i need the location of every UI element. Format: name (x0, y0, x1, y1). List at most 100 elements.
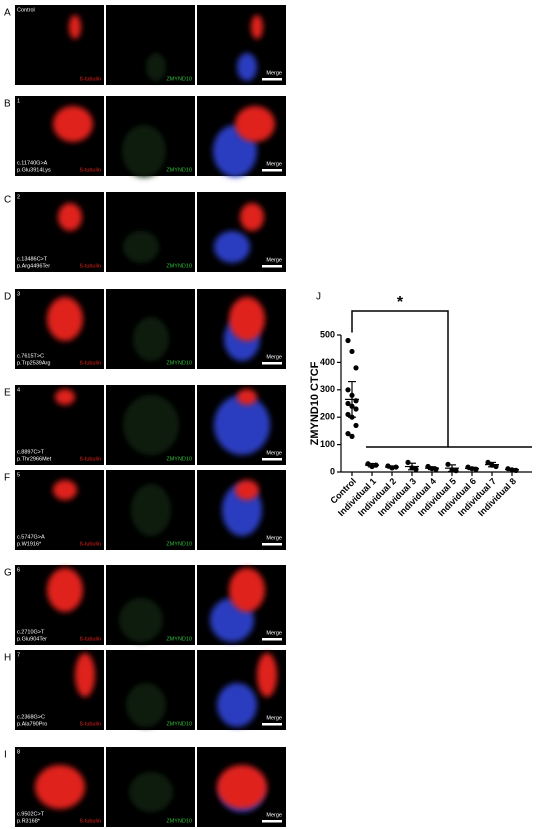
channel-label: ZMYND10 (166, 263, 192, 269)
tubulin-merge (235, 480, 259, 500)
panel-letter: H (4, 653, 11, 664)
data-point (345, 337, 351, 344)
data-point (353, 422, 359, 429)
significance-label: * (397, 294, 404, 311)
zmynd10-signal (131, 484, 171, 536)
channel-label: ß-tubulin (80, 263, 101, 269)
tubulin-signal (55, 389, 75, 405)
channel-label: Merge (266, 630, 282, 636)
tubulin-signal (35, 765, 85, 809)
zmynd10-signal (126, 683, 166, 727)
channel-label: ZMYND10 (166, 360, 192, 366)
channel-label: ß-tubulin (80, 456, 101, 462)
scale-bar (262, 265, 282, 268)
channel-label: ZMYND10 (166, 541, 192, 547)
scale-bar (262, 723, 282, 726)
data-point (349, 433, 355, 439)
tubulin-merge (237, 389, 257, 405)
variant-label: p.Trp2539Arg (17, 360, 50, 366)
panel-letter: B (4, 99, 11, 110)
channel-label: ß-tubulin (80, 636, 101, 642)
variant-label: p.Ala790Pro (17, 721, 47, 727)
channel-label: ZMYND10 (166, 456, 192, 462)
y-tick-label: 200 (320, 412, 335, 422)
tubulin-merge (235, 106, 275, 142)
scale-bar (262, 638, 282, 641)
data-point (349, 348, 355, 355)
variant-label: p.Glu904Ter (17, 636, 47, 642)
channel-label: Merge (266, 70, 282, 76)
sample-label: 4 (17, 387, 20, 393)
panel-letter: A (4, 8, 11, 19)
sample-label: 1 (17, 98, 20, 104)
y-tick-label: 400 (320, 357, 335, 367)
nucleus (214, 231, 250, 263)
panel-letter: C (4, 195, 11, 206)
sample-label: 6 (17, 567, 20, 573)
zmynd10-signal (123, 231, 159, 263)
scale-bar (262, 362, 282, 365)
nucleus (214, 395, 270, 455)
variant-label: p.W1916* (17, 541, 42, 547)
variant-label: c.8897C>T (17, 449, 45, 455)
channel-label: Merge (266, 535, 282, 541)
channel-label: ZMYND10 (166, 721, 192, 727)
variant-label: p.Thr2966Met (17, 456, 52, 462)
variant-label: c.9502C>T (17, 811, 45, 817)
data-point (353, 406, 359, 412)
panel-letter: D (4, 292, 11, 303)
variant-label: c.13486C>T (17, 256, 48, 262)
channel-label: ZMYND10 (166, 636, 192, 642)
channel-label: ZMYND10 (166, 818, 192, 824)
channel-label: Merge (266, 257, 282, 263)
data-point (405, 459, 411, 466)
tubulin-signal (58, 203, 82, 231)
micrograph (15, 5, 104, 85)
tubulin-merge (229, 297, 265, 341)
channel-label: Merge (266, 715, 282, 721)
data-point (345, 411, 351, 418)
scale-bar (262, 543, 282, 546)
sample-label: 7 (17, 652, 20, 658)
variant-label: p.Glu3914Lys (17, 167, 51, 173)
variant-label: c.5747G>A (17, 534, 45, 540)
channel-label: ß-tubulin (80, 76, 101, 82)
tubulin-merge (251, 15, 263, 39)
variant-label: c.2710G>T (17, 629, 45, 635)
zmynd10-signal (123, 395, 179, 455)
zmynd10-signal (122, 125, 166, 177)
data-point (345, 387, 351, 393)
panel-letter: G (4, 568, 12, 579)
variant-label: c.7615T>C (17, 353, 44, 359)
sample-label: Control (17, 7, 35, 13)
variant-label: c.2368G>C (17, 714, 45, 720)
panel-letter: J (316, 292, 321, 303)
data-point (453, 468, 459, 474)
channel-label: ß-tubulin (80, 818, 101, 824)
nucleus (217, 683, 257, 727)
channel-label: ß-tubulin (80, 721, 101, 727)
panel-letter: E (4, 388, 11, 399)
tubulin-signal (53, 480, 77, 500)
micrograph (15, 192, 104, 272)
tubulin-merge (217, 765, 267, 809)
sample-label: 3 (17, 291, 20, 297)
sample-label: 2 (17, 194, 20, 200)
tubulin-signal (47, 297, 83, 341)
scale-bar (262, 169, 282, 172)
data-point (345, 431, 351, 437)
variant-label: p.Arg4496Ter (17, 263, 50, 269)
channel-label: Merge (266, 354, 282, 360)
channel-label: ß-tubulin (80, 167, 101, 173)
tubulin-signal (47, 568, 83, 612)
tubulin-merge (257, 653, 277, 697)
channel-label: ZMYND10 (166, 76, 192, 82)
sample-label: 5 (17, 472, 20, 478)
tubulin-signal (53, 106, 93, 142)
channel-label: ß-tubulin (80, 541, 101, 547)
zmynd10-signal (133, 317, 169, 361)
sample-label: 8 (17, 749, 20, 755)
panel-letter: I (4, 750, 7, 761)
data-point (353, 365, 359, 371)
